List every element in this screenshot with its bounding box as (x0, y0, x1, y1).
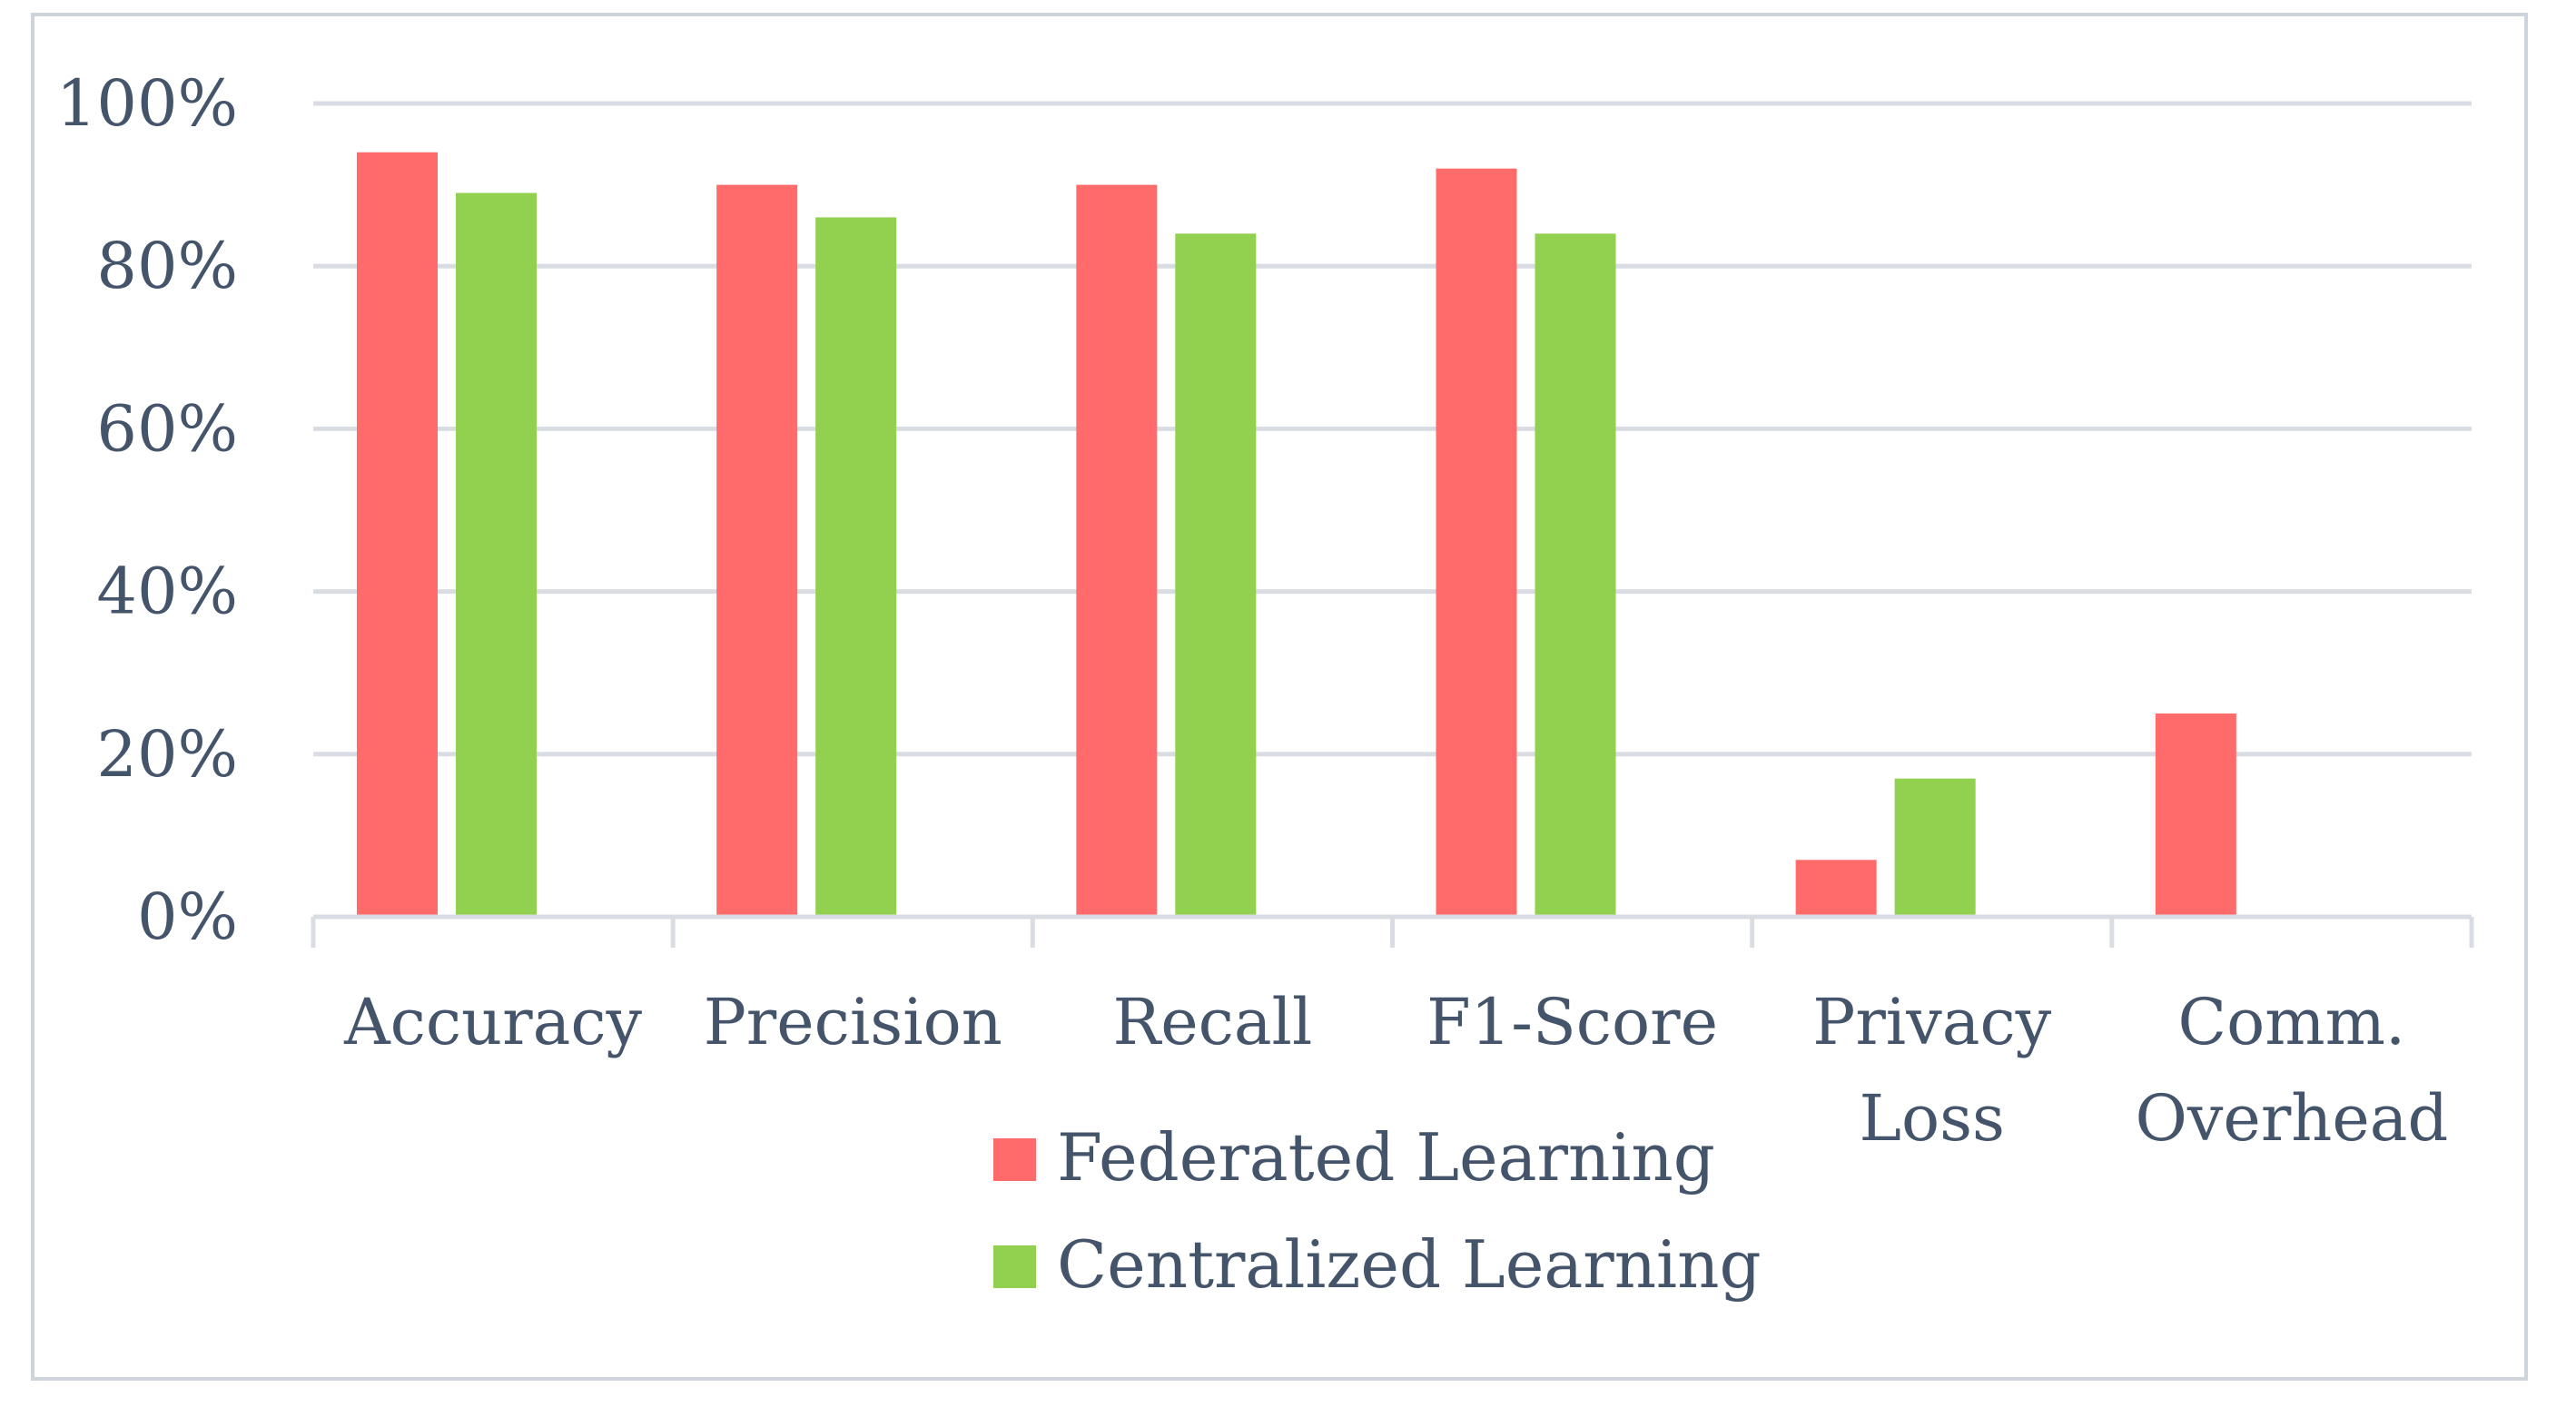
bars (357, 152, 2236, 918)
bar-federated-learning (1436, 168, 1517, 917)
legend-swatch (993, 1245, 1036, 1288)
bar-centralized-learning (1894, 778, 1976, 917)
bar-federated-learning (716, 184, 798, 918)
x-tick-label: Loss (1860, 1081, 2005, 1156)
x-tick-label: Comm. (2178, 985, 2406, 1059)
x-tick-label: F1-Score (1426, 985, 1718, 1059)
y-tick-label: 20% (96, 717, 238, 792)
bar-centralized-learning (815, 217, 897, 917)
x-tick-label: Accuracy (343, 985, 642, 1059)
legend-label: Federated Learning (1057, 1119, 1715, 1196)
bar-federated-learning (357, 152, 438, 917)
x-tick-label: Overhead (2135, 1081, 2448, 1156)
x-tick-label: Precision (704, 985, 1002, 1059)
chart-frame (31, 13, 2528, 1381)
x-axis-tick-labels: Accuracy Precision Recall F1-Score Privacy Lo… (343, 985, 2448, 1156)
gridlines (313, 101, 2472, 757)
x-axis (311, 914, 2474, 948)
y-tick-label: 40% (96, 555, 238, 629)
legend-swatch (993, 1138, 1036, 1181)
bar-centralized-learning (456, 192, 537, 917)
bar-federated-learning (1076, 184, 1158, 918)
legend-label: Centralized Learning (1057, 1226, 1762, 1303)
bar-federated-learning (1795, 860, 1877, 917)
y-axis-tick-labels: 0% 20% 40% 60% 80% 100% (56, 66, 238, 954)
y-tick-label: 100% (56, 66, 238, 141)
bar-federated-learning (2155, 713, 2236, 917)
y-tick-label: 80% (96, 229, 238, 303)
legend: Federated Learning Centralized Learning (993, 1119, 1762, 1303)
bar-centralized-learning (1535, 233, 1616, 917)
y-tick-label: 60% (96, 391, 238, 466)
x-tick-label: Recall (1112, 985, 1312, 1059)
x-tick-label: Privacy (1812, 985, 2051, 1059)
bar-centralized-learning (1175, 233, 1257, 917)
y-tick-label: 0% (137, 880, 238, 954)
